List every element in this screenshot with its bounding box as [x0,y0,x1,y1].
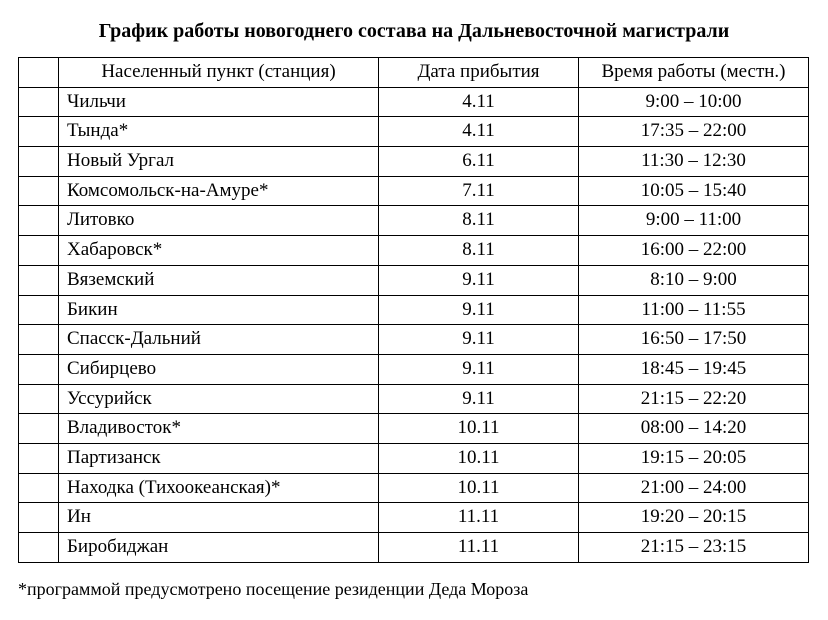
cell-station: Биробиджан [59,533,379,563]
cell-time: 11:00 – 11:55 [579,295,809,325]
table-row: Ин11.1119:20 – 20:15 [19,503,809,533]
cell-time: 9:00 – 10:00 [579,87,809,117]
table-row: Хабаровск*8.1116:00 – 22:00 [19,236,809,266]
cell-index [19,503,59,533]
cell-time: 21:00 – 24:00 [579,473,809,503]
cell-date: 10.11 [379,443,579,473]
cell-station: Сибирцево [59,354,379,384]
cell-date: 9.11 [379,354,579,384]
cell-station: Комсомольск-на-Амуре* [59,176,379,206]
cell-date: 10.11 [379,473,579,503]
col-header-date: Дата прибытия [379,58,579,88]
cell-station: Новый Ургал [59,147,379,177]
table-row: Сибирцево9.1118:45 – 19:45 [19,354,809,384]
cell-index [19,87,59,117]
cell-index [19,236,59,266]
cell-station: Спасск-Дальний [59,325,379,355]
cell-time: 18:45 – 19:45 [579,354,809,384]
cell-date: 8.11 [379,236,579,266]
cell-index [19,147,59,177]
cell-time: 21:15 – 22:20 [579,384,809,414]
table-row: Новый Ургал6.1111:30 – 12:30 [19,147,809,177]
cell-station: Хабаровск* [59,236,379,266]
cell-time: 08:00 – 14:20 [579,414,809,444]
cell-station: Чильчи [59,87,379,117]
table-row: Биробиджан11.1121:15 – 23:15 [19,533,809,563]
col-header-index [19,58,59,88]
cell-index [19,473,59,503]
cell-time: 16:00 – 22:00 [579,236,809,266]
cell-time: 19:15 – 20:05 [579,443,809,473]
col-header-name: Населенный пункт (станция) [59,58,379,88]
cell-time: 8:10 – 9:00 [579,265,809,295]
cell-date: 6.11 [379,147,579,177]
cell-station: Владивосток* [59,414,379,444]
cell-date: 11.11 [379,533,579,563]
cell-index [19,354,59,384]
cell-date: 9.11 [379,265,579,295]
table-row: Бикин9.1111:00 – 11:55 [19,295,809,325]
cell-date: 11.11 [379,503,579,533]
cell-station: Партизанск [59,443,379,473]
cell-index [19,265,59,295]
table-header-row: Населенный пункт (станция) Дата прибытия… [19,58,809,88]
cell-time: 10:05 – 15:40 [579,176,809,206]
schedule-table: Населенный пункт (станция) Дата прибытия… [18,57,809,563]
cell-time: 21:15 – 23:15 [579,533,809,563]
cell-station: Тында* [59,117,379,147]
cell-station: Литовко [59,206,379,236]
cell-index [19,206,59,236]
cell-date: 9.11 [379,325,579,355]
cell-index [19,176,59,206]
cell-index [19,384,59,414]
cell-date: 9.11 [379,384,579,414]
cell-station: Бикин [59,295,379,325]
cell-index [19,117,59,147]
cell-time: 11:30 – 12:30 [579,147,809,177]
cell-date: 8.11 [379,206,579,236]
cell-time: 9:00 – 11:00 [579,206,809,236]
cell-time: 19:20 – 20:15 [579,503,809,533]
table-row: Владивосток*10.1108:00 – 14:20 [19,414,809,444]
table-row: Спасск-Дальний9.1116:50 – 17:50 [19,325,809,355]
cell-station: Вяземский [59,265,379,295]
col-header-time: Время работы (местн.) [579,58,809,88]
table-row: Чильчи4.119:00 – 10:00 [19,87,809,117]
table-row: Литовко8.119:00 – 11:00 [19,206,809,236]
cell-index [19,443,59,473]
cell-date: 9.11 [379,295,579,325]
cell-date: 7.11 [379,176,579,206]
cell-index [19,533,59,563]
cell-index [19,414,59,444]
cell-station: Находка (Тихоокеанская)* [59,473,379,503]
cell-time: 17:35 – 22:00 [579,117,809,147]
cell-index [19,295,59,325]
table-row: Партизанск10.1119:15 – 20:05 [19,443,809,473]
table-row: Вяземский9.118:10 – 9:00 [19,265,809,295]
table-row: Тында*4.1117:35 – 22:00 [19,117,809,147]
page-title: График работы новогоднего состава на Дал… [12,20,816,43]
table-row: Комсомольск-на-Амуре*7.1110:05 – 15:40 [19,176,809,206]
cell-station: Ин [59,503,379,533]
cell-date: 4.11 [379,117,579,147]
cell-date: 10.11 [379,414,579,444]
cell-station: Уссурийск [59,384,379,414]
cell-date: 4.11 [379,87,579,117]
cell-time: 16:50 – 17:50 [579,325,809,355]
cell-index [19,325,59,355]
table-row: Уссурийск9.1121:15 – 22:20 [19,384,809,414]
table-row: Находка (Тихоокеанская)*10.1121:00 – 24:… [19,473,809,503]
